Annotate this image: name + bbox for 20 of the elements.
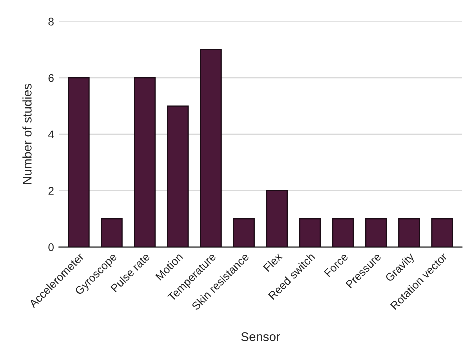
bar bbox=[200, 49, 222, 248]
y-axis-title: Number of studies bbox=[22, 84, 32, 184]
bar bbox=[101, 218, 123, 248]
bar bbox=[167, 106, 189, 248]
y-tick-label: 8 bbox=[48, 18, 54, 26]
x-axis-title: Sensor bbox=[241, 332, 280, 342]
bar bbox=[134, 78, 156, 248]
bar bbox=[68, 78, 90, 248]
x-tick-label: Flex bbox=[263, 252, 283, 272]
bar bbox=[266, 190, 288, 248]
y-tick-label: 4 bbox=[48, 130, 54, 138]
bar bbox=[365, 218, 388, 248]
y-tick-label: 0 bbox=[48, 244, 54, 252]
bar bbox=[332, 218, 354, 248]
y-tick-label: 6 bbox=[48, 74, 54, 82]
y-tick-label: 2 bbox=[48, 187, 54, 195]
bar bbox=[233, 218, 255, 248]
bar bbox=[299, 218, 322, 248]
bar bbox=[398, 218, 420, 248]
bar bbox=[432, 218, 454, 248]
